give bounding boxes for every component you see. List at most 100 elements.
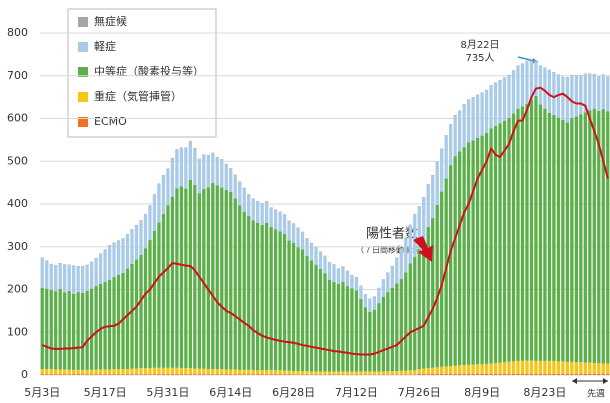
bar-segment [269, 227, 273, 371]
line-series [41, 86, 609, 356]
bar-segment [121, 369, 125, 375]
legend-label: 無症候 [94, 14, 127, 28]
bar-segment [251, 220, 255, 370]
bar-segment [511, 70, 516, 114]
bar-segment [40, 287, 44, 370]
bar-segment [547, 373, 552, 375]
bar-segment [565, 122, 570, 362]
bar-segment [457, 110, 462, 152]
bar-segment [404, 238, 408, 273]
bar-segment [161, 213, 166, 368]
x-tick-label: 5月17日 [84, 386, 127, 399]
bar-segment [211, 183, 215, 370]
bar-segment [323, 371, 327, 375]
bar-segment [372, 296, 377, 310]
bar-segment [480, 364, 484, 374]
bar-segment [426, 373, 430, 375]
bar-segment [408, 370, 412, 375]
bar-segment [435, 367, 439, 374]
bar-segment [570, 361, 574, 374]
bar-segment [561, 373, 565, 375]
bar-segment [323, 273, 327, 372]
bar-segment [377, 371, 381, 375]
bar-segment [381, 279, 386, 297]
bar-segment [188, 368, 193, 375]
bar-segment [54, 374, 58, 375]
bar-segment [300, 232, 305, 250]
bar-segment [130, 374, 134, 375]
bar-segment [511, 373, 516, 375]
bar-segment [179, 147, 184, 187]
bar-segment [561, 361, 565, 374]
bar-segment [471, 97, 475, 141]
bar-segment [354, 277, 359, 291]
y-tick-label: 800 [7, 26, 28, 39]
bar-segment [350, 275, 354, 289]
bar-segment [278, 370, 282, 375]
bar-segment [597, 110, 601, 364]
bar-segment [556, 74, 561, 118]
bar-segment [224, 374, 228, 375]
bar-segment [238, 369, 242, 375]
bar-segment [565, 77, 570, 123]
bar-segment [449, 366, 453, 374]
bar-segment [440, 148, 444, 192]
bar-segment [417, 373, 421, 375]
bar-segment [336, 268, 341, 284]
bar-segment [538, 360, 543, 374]
bar-segment [247, 194, 251, 216]
bar-segment [475, 364, 480, 374]
bar-segment [431, 367, 435, 374]
bar-segment [251, 369, 255, 375]
bar-segment [193, 148, 197, 185]
bar-segment [143, 248, 148, 369]
bar-segment [220, 369, 224, 375]
bar-segment [184, 374, 188, 375]
bar-segment [520, 106, 525, 361]
bar-segment [345, 271, 350, 287]
bar-segment [287, 374, 291, 375]
bar-segment [278, 212, 282, 232]
bar-segment [413, 214, 417, 258]
bar-segment [287, 370, 291, 375]
bar-segment [116, 374, 121, 375]
bar-segment [130, 368, 134, 375]
bar-segment [395, 257, 399, 284]
bar-segment [583, 112, 587, 363]
bar-segment [588, 74, 592, 111]
bar-segment [184, 368, 188, 375]
last-week-arrowhead [572, 378, 577, 384]
bar-segment [457, 151, 462, 366]
bar-segment [121, 272, 125, 370]
bar-segment [561, 77, 565, 120]
bar-segment [125, 369, 130, 375]
bar-segment [431, 373, 435, 375]
bar-segment [224, 164, 228, 190]
bar-segment [193, 374, 197, 375]
bar-segment [332, 264, 336, 282]
bar-segment [440, 366, 444, 374]
bar-segment [318, 371, 323, 375]
bar-segment [498, 362, 502, 374]
bar-segment [107, 279, 112, 370]
bar-segment [80, 266, 85, 293]
bar-segment [67, 369, 71, 375]
bar-segment [54, 291, 58, 370]
bar-segment [116, 274, 121, 370]
bar-segment [224, 189, 228, 370]
bar-segment [256, 201, 260, 223]
bar-segment [264, 374, 269, 375]
bar-segment [453, 373, 457, 375]
bar-segment [493, 363, 498, 374]
bar-segment [94, 286, 98, 370]
bar-segment [85, 265, 89, 291]
bar-segment [54, 265, 58, 292]
bar-segment [426, 184, 430, 228]
bar-segment [269, 370, 273, 375]
bar-segment [484, 133, 489, 364]
bar-segment [516, 65, 520, 109]
bar-segment [193, 368, 197, 375]
bar-segment [538, 65, 543, 105]
bar-segment [121, 238, 125, 273]
bar-segment [107, 374, 112, 375]
